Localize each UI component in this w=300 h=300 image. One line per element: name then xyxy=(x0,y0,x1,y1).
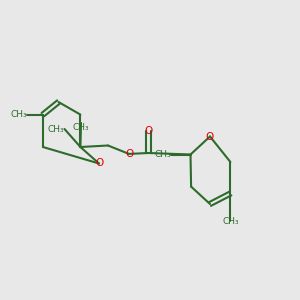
Text: O: O xyxy=(144,125,153,136)
Text: O: O xyxy=(206,131,214,142)
Text: CH₃: CH₃ xyxy=(222,217,239,226)
Text: CH₃: CH₃ xyxy=(11,110,27,119)
Text: CH₃: CH₃ xyxy=(73,123,89,132)
Text: CH₃: CH₃ xyxy=(48,124,64,134)
Text: O: O xyxy=(95,158,103,169)
Text: O: O xyxy=(125,149,133,159)
Text: CH₃: CH₃ xyxy=(154,150,171,159)
